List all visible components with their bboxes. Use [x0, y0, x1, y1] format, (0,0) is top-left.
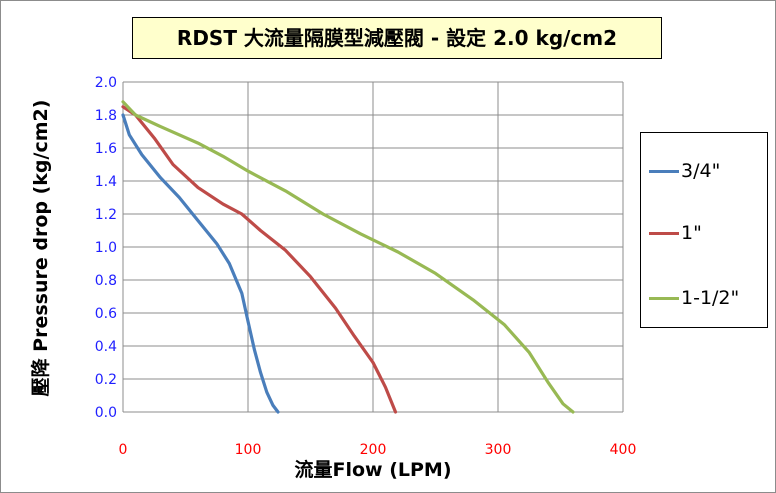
tick-labels: 0.0 0.2 0.4 0.6 0.8 1.0 1.2 1.4 1.6 1.8 2.0 0 100 200… — [95, 75, 637, 458]
y-tick-label: 0.6 — [95, 306, 117, 322]
chart-title: RDST 大流量隔膜型減壓閥 - 設定 2.0 kg/cm2 — [132, 17, 662, 59]
legend-item: 1-1/2" — [641, 286, 767, 310]
x-tick-label: 200 — [360, 442, 387, 458]
legend-label: 1-1/2" — [681, 287, 740, 309]
x-tick-label: 300 — [485, 442, 512, 458]
y-tick-label: 0.8 — [95, 273, 117, 289]
y-tick-label: 1.8 — [95, 108, 117, 124]
series-line — [121, 100, 575, 414]
legend: 3/4" 1" 1-1/2" — [640, 132, 768, 328]
x-tick-label: 0 — [119, 442, 128, 458]
gridlines — [123, 81, 624, 412]
y-tick-label: 1.6 — [95, 141, 117, 157]
y-axis-title: 壓降 Pressure drop (kg/cm2) — [29, 100, 52, 397]
y-tick-label: 0.0 — [95, 405, 117, 421]
legend-label: 3/4" — [681, 160, 721, 182]
y-tick-label: 1.2 — [95, 207, 117, 223]
y-tick-label: 1.4 — [95, 174, 117, 190]
y-tick-label: 0.2 — [95, 372, 117, 388]
y-tick-label: 0.4 — [95, 339, 117, 355]
legend-item: 3/4" — [641, 159, 767, 183]
legend-swatch — [649, 297, 679, 300]
series-line — [121, 113, 280, 414]
x-tick-label: 100 — [235, 442, 262, 458]
x-tick-label: 400 — [610, 442, 637, 458]
y-tick-label: 2.0 — [95, 75, 117, 91]
legend-item: 1" — [641, 221, 767, 245]
series-line — [121, 105, 398, 414]
axes — [122, 82, 623, 413]
legend-swatch — [649, 232, 679, 235]
y-tick-label: 1.0 — [95, 240, 117, 256]
legend-label: 1" — [681, 222, 702, 244]
legend-swatch — [649, 170, 679, 173]
x-axis-title: 流量Flow (LPM) — [294, 458, 451, 481]
series-lines — [121, 100, 575, 414]
